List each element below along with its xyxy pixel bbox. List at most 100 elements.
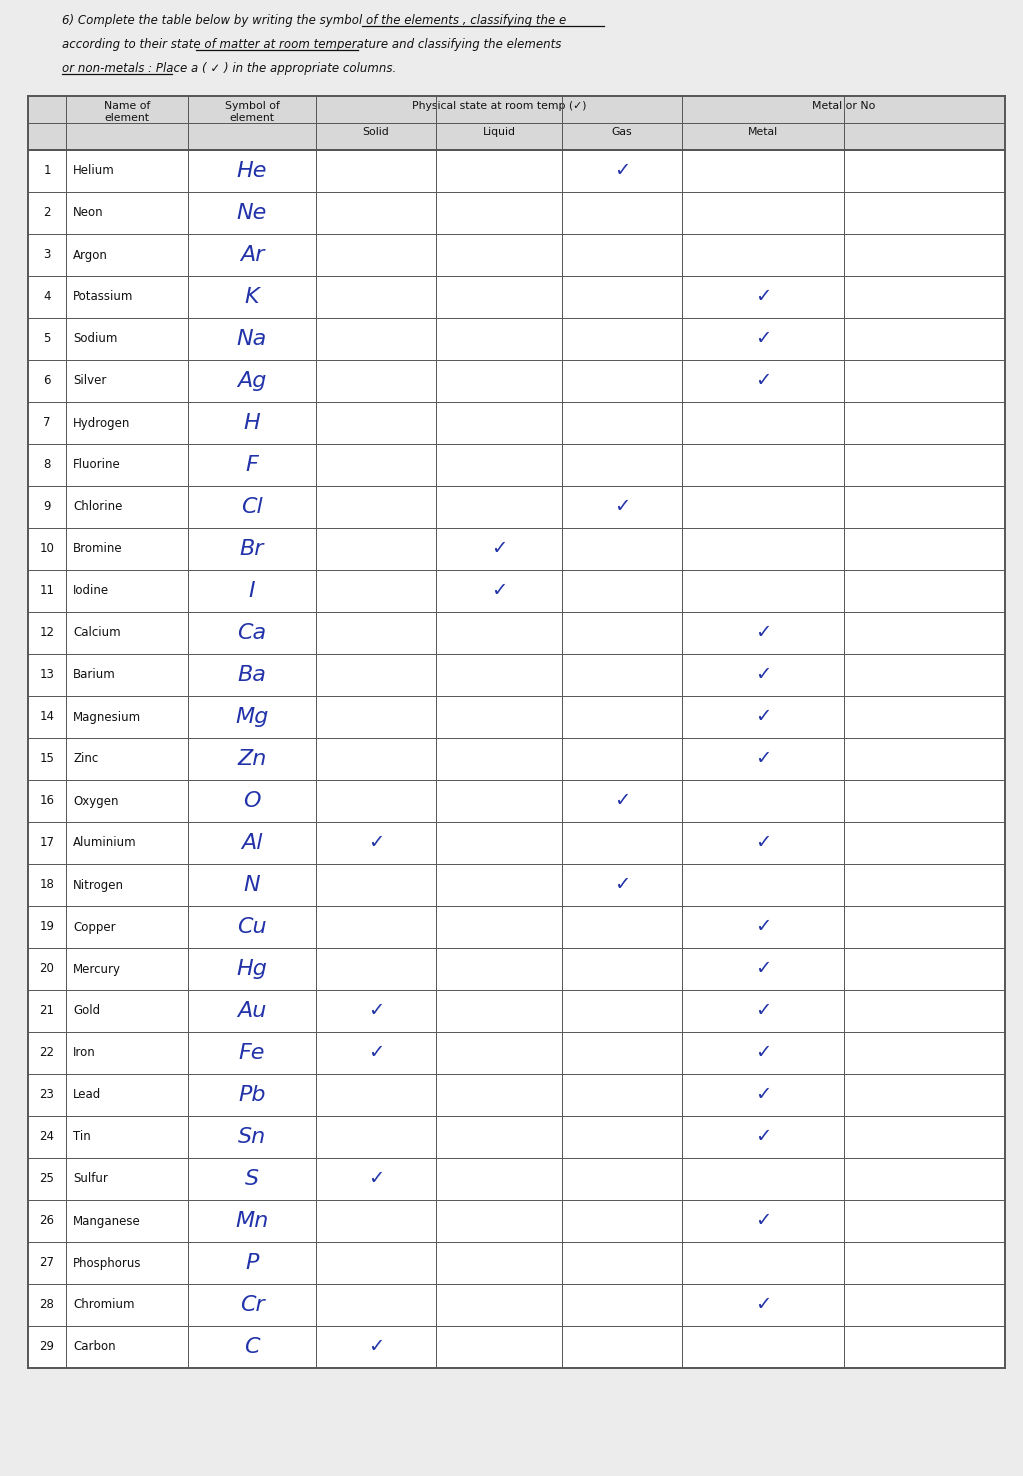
Text: Gold: Gold xyxy=(73,1005,100,1017)
Text: 2: 2 xyxy=(43,207,51,220)
Text: 26: 26 xyxy=(40,1215,54,1228)
Text: ✓: ✓ xyxy=(755,1212,771,1231)
Text: 16: 16 xyxy=(40,794,54,807)
Text: Ba: Ba xyxy=(237,666,266,685)
Text: Neon: Neon xyxy=(73,207,103,220)
Text: Ag: Ag xyxy=(237,370,267,391)
Text: Sulfur: Sulfur xyxy=(73,1172,107,1185)
Bar xyxy=(28,96,1005,151)
Text: Au: Au xyxy=(237,1001,267,1021)
Text: or non-metals : Place a ( ✓ ) in the appropriate columns.: or non-metals : Place a ( ✓ ) in the app… xyxy=(62,62,396,75)
Text: ✓: ✓ xyxy=(491,540,507,558)
Text: Mercury: Mercury xyxy=(73,962,121,976)
Text: Ne: Ne xyxy=(236,204,267,223)
Text: ✓: ✓ xyxy=(755,372,771,391)
Text: Barium: Barium xyxy=(73,669,116,682)
Text: Nitrogen: Nitrogen xyxy=(73,878,124,892)
Text: Iodine: Iodine xyxy=(73,584,109,598)
Text: Oxygen: Oxygen xyxy=(73,794,119,807)
Text: 18: 18 xyxy=(40,878,54,892)
Text: 6) Complete the table below by writing the symbol of the elements , classifying : 6) Complete the table below by writing t… xyxy=(62,13,567,27)
Text: ✓: ✓ xyxy=(755,1044,771,1063)
Text: H: H xyxy=(243,413,261,432)
Text: Pb: Pb xyxy=(238,1085,266,1106)
Text: Physical state at room temp (✓): Physical state at room temp (✓) xyxy=(411,100,586,111)
Text: 3: 3 xyxy=(43,248,51,261)
Text: 7: 7 xyxy=(43,416,51,430)
Bar xyxy=(28,96,1005,1368)
Text: 28: 28 xyxy=(40,1299,54,1312)
Text: ✓: ✓ xyxy=(755,288,771,307)
Text: Magnesium: Magnesium xyxy=(73,710,141,723)
Text: 19: 19 xyxy=(40,921,54,933)
Text: 10: 10 xyxy=(40,543,54,555)
Text: Chromium: Chromium xyxy=(73,1299,134,1312)
Text: ✓: ✓ xyxy=(755,666,771,685)
Text: 13: 13 xyxy=(40,669,54,682)
Text: according to their state of matter at room temperature and classifying the eleme: according to their state of matter at ro… xyxy=(62,38,562,52)
Text: Iron: Iron xyxy=(73,1046,96,1060)
Text: 22: 22 xyxy=(40,1046,54,1060)
Text: He: He xyxy=(236,161,267,182)
Text: ✓: ✓ xyxy=(368,834,385,853)
Text: N: N xyxy=(243,875,260,894)
Text: ✓: ✓ xyxy=(755,959,771,979)
Text: Carbon: Carbon xyxy=(73,1340,116,1353)
Text: Hg: Hg xyxy=(236,959,267,979)
Text: Calcium: Calcium xyxy=(73,626,121,639)
Text: 27: 27 xyxy=(40,1256,54,1269)
Text: 9: 9 xyxy=(43,500,51,514)
Text: ✓: ✓ xyxy=(368,1337,385,1356)
Text: Br: Br xyxy=(239,539,264,559)
Text: ✓: ✓ xyxy=(755,750,771,769)
Text: Ca: Ca xyxy=(237,623,267,644)
Text: Potassium: Potassium xyxy=(73,291,133,304)
Text: ✓: ✓ xyxy=(614,497,630,517)
Text: C: C xyxy=(244,1337,260,1356)
Text: Metal: Metal xyxy=(748,127,779,137)
Text: Ar: Ar xyxy=(239,245,264,266)
Text: 15: 15 xyxy=(40,753,54,766)
Text: ✓: ✓ xyxy=(368,1044,385,1063)
Text: ✓: ✓ xyxy=(755,1002,771,1020)
Text: Gas: Gas xyxy=(612,127,632,137)
Text: Zinc: Zinc xyxy=(73,753,98,766)
Text: Na: Na xyxy=(237,329,267,348)
Text: ✓: ✓ xyxy=(755,834,771,853)
Text: Silver: Silver xyxy=(73,375,106,388)
Text: Phosphorus: Phosphorus xyxy=(73,1256,141,1269)
Text: Aluminium: Aluminium xyxy=(73,837,137,850)
Text: ✓: ✓ xyxy=(755,329,771,348)
Text: 12: 12 xyxy=(40,626,54,639)
Text: Manganese: Manganese xyxy=(73,1215,141,1228)
Text: Solid: Solid xyxy=(362,127,390,137)
Text: 8: 8 xyxy=(43,459,51,471)
Text: 24: 24 xyxy=(40,1131,54,1144)
Text: 1: 1 xyxy=(43,164,51,177)
Text: 6: 6 xyxy=(43,375,51,388)
Text: ✓: ✓ xyxy=(755,1085,771,1104)
Text: Lead: Lead xyxy=(73,1088,101,1101)
Text: 5: 5 xyxy=(43,332,51,345)
Text: 17: 17 xyxy=(40,837,54,850)
Text: ✓: ✓ xyxy=(614,875,630,894)
Text: 23: 23 xyxy=(40,1088,54,1101)
Text: ✓: ✓ xyxy=(755,707,771,726)
Text: ✓: ✓ xyxy=(491,582,507,601)
Text: Metal or No: Metal or No xyxy=(812,100,876,111)
Text: ✓: ✓ xyxy=(755,1296,771,1315)
Text: Cl: Cl xyxy=(241,497,263,517)
Text: ✓: ✓ xyxy=(755,623,771,642)
Text: 20: 20 xyxy=(40,962,54,976)
Text: Chlorine: Chlorine xyxy=(73,500,123,514)
Text: Name of
element: Name of element xyxy=(103,100,150,124)
Text: Mg: Mg xyxy=(235,707,269,728)
Text: Zn: Zn xyxy=(237,748,267,769)
Text: 21: 21 xyxy=(40,1005,54,1017)
Text: Fe: Fe xyxy=(238,1044,265,1063)
Text: 14: 14 xyxy=(40,710,54,723)
Text: F: F xyxy=(246,455,259,475)
Text: ✓: ✓ xyxy=(368,1169,385,1188)
Text: Cr: Cr xyxy=(239,1294,264,1315)
Text: Copper: Copper xyxy=(73,921,116,933)
